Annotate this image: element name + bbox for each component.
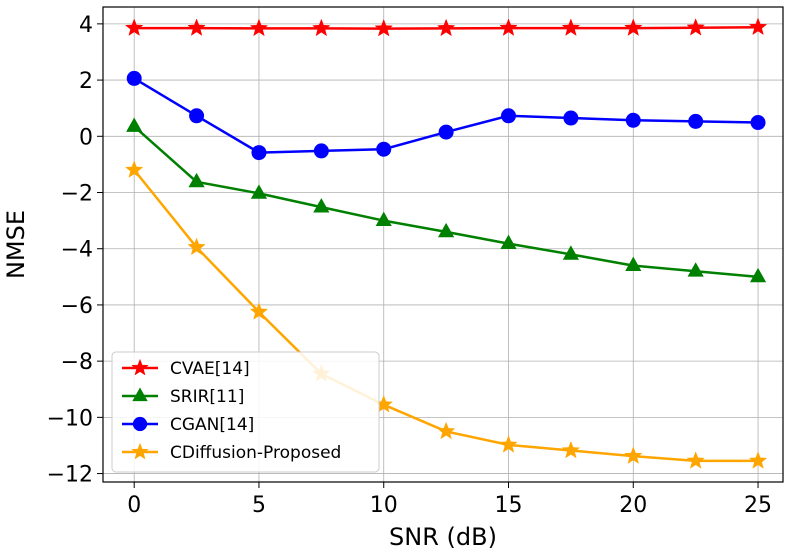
data-point <box>688 113 704 129</box>
data-point <box>187 237 206 256</box>
data-point <box>500 234 517 250</box>
y-tick-label: −6 <box>61 294 93 319</box>
data-point <box>376 141 392 157</box>
plot-frame <box>102 6 784 483</box>
data-point <box>499 18 518 36</box>
data-point <box>251 145 267 161</box>
data-point <box>250 184 268 199</box>
data-point <box>499 435 518 453</box>
series-line <box>133 125 759 279</box>
series-line <box>133 77 759 154</box>
grid-lines <box>103 7 783 482</box>
legend-marker <box>132 416 148 432</box>
x-axis-label: SNR (dB) <box>389 523 497 549</box>
y-tick-label: −8 <box>61 350 93 375</box>
data-point <box>686 451 705 469</box>
y-tick-label: −4 <box>61 238 93 263</box>
legend-marker <box>131 358 149 376</box>
data-point <box>748 451 768 469</box>
data-point <box>126 70 142 86</box>
series-1 <box>126 117 767 283</box>
data-point <box>750 115 766 131</box>
legend-item: CGAN[14] <box>122 415 254 435</box>
data-point <box>438 124 454 140</box>
y-axis-label: NMSE <box>2 210 30 279</box>
data-point <box>124 18 144 36</box>
data-point <box>189 108 205 124</box>
data-point <box>126 117 143 132</box>
data-point <box>436 18 456 37</box>
data-point <box>561 440 581 459</box>
legend: CVAE[14] SRIR[11] CGAN[14] CDiffusion-Propo… <box>111 351 380 473</box>
series-3 <box>124 160 768 469</box>
x-tick-label: 20 <box>619 493 647 518</box>
data-point <box>562 245 579 260</box>
data-point <box>249 302 269 320</box>
legend-label: CGAN[14] <box>170 415 254 435</box>
data-point <box>501 108 517 124</box>
data-point <box>748 17 768 36</box>
legend-item: SRIR[11] <box>122 387 244 407</box>
x-tick-label: 5 <box>252 493 266 518</box>
x-tick-label: 10 <box>370 493 398 518</box>
data-point <box>375 211 392 227</box>
data-point <box>249 18 269 37</box>
legend-item: CVAE[14] <box>122 358 250 379</box>
x-tick-label: 0 <box>127 493 141 518</box>
data-point <box>313 143 329 159</box>
data-point <box>312 18 331 37</box>
y-tick-label: 2 <box>79 69 93 94</box>
legend-label: CVAE[14] <box>170 359 250 379</box>
series-layer <box>124 17 768 469</box>
x-tick-label: 15 <box>495 493 523 518</box>
legend-box <box>111 351 380 473</box>
data-point <box>686 18 705 36</box>
y-tick-label: 4 <box>79 13 93 38</box>
legend-label: SRIR[11] <box>170 387 244 407</box>
legend-marker <box>132 387 148 402</box>
y-tick-label: −10 <box>47 406 93 431</box>
data-point <box>749 267 767 283</box>
data-point <box>624 446 643 464</box>
data-point <box>313 198 330 213</box>
series-2 <box>126 70 766 161</box>
data-point <box>563 110 579 126</box>
y-tick-label: −12 <box>47 463 93 488</box>
data-point <box>687 262 704 277</box>
data-point <box>624 18 643 36</box>
x-tick-label: 25 <box>744 493 772 518</box>
series-0 <box>124 17 768 37</box>
legend-marker <box>131 442 149 460</box>
data-point <box>438 222 455 238</box>
data-point <box>124 160 144 178</box>
data-point <box>374 18 393 37</box>
legend-item: CDiffusion-Proposed <box>122 442 341 463</box>
y-tick-label: −2 <box>61 182 93 207</box>
data-point <box>625 256 642 271</box>
data-point <box>436 421 456 440</box>
data-point <box>188 172 205 188</box>
data-point <box>187 18 206 36</box>
legend-label: CDiffusion-Proposed <box>170 443 341 463</box>
y-tick-label: 0 <box>79 125 93 150</box>
data-point <box>561 18 581 36</box>
data-point <box>625 112 641 128</box>
